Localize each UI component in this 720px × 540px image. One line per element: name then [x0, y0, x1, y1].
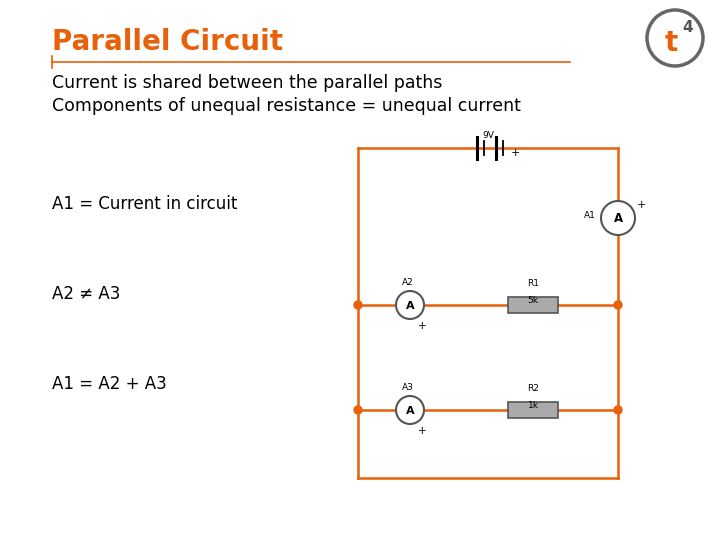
- Text: A: A: [405, 301, 414, 311]
- Text: t: t: [665, 29, 678, 57]
- Text: Current is shared between the parallel paths: Current is shared between the parallel p…: [52, 74, 442, 92]
- Text: Parallel Circuit: Parallel Circuit: [52, 28, 283, 56]
- Text: A: A: [405, 406, 414, 416]
- Circle shape: [601, 201, 635, 235]
- Text: R1: R1: [527, 279, 539, 288]
- Text: A: A: [613, 213, 623, 226]
- Text: 4: 4: [683, 21, 693, 36]
- Circle shape: [614, 406, 622, 414]
- Circle shape: [354, 301, 362, 309]
- Text: +: +: [418, 426, 426, 436]
- Circle shape: [354, 406, 362, 414]
- Text: +: +: [418, 321, 426, 331]
- Text: A2: A2: [402, 278, 414, 287]
- Text: R2: R2: [527, 384, 539, 393]
- Text: Components of unequal resistance = unequal current: Components of unequal resistance = unequ…: [52, 97, 521, 115]
- Text: A3: A3: [402, 383, 414, 392]
- Text: A1 = A2 + A3: A1 = A2 + A3: [52, 375, 167, 393]
- Text: +: +: [637, 200, 647, 210]
- Text: A2 ≠ A3: A2 ≠ A3: [52, 285, 120, 303]
- Text: +: +: [511, 148, 521, 158]
- Bar: [508, 402, 558, 418]
- Text: A1: A1: [584, 212, 596, 220]
- Circle shape: [396, 291, 424, 319]
- Text: 5k: 5k: [528, 296, 539, 305]
- Circle shape: [396, 396, 424, 424]
- Text: A1 = Current in circuit: A1 = Current in circuit: [52, 195, 238, 213]
- Bar: [508, 297, 558, 313]
- Circle shape: [614, 301, 622, 309]
- Text: 9V: 9V: [482, 131, 494, 140]
- Text: 1k: 1k: [528, 401, 539, 410]
